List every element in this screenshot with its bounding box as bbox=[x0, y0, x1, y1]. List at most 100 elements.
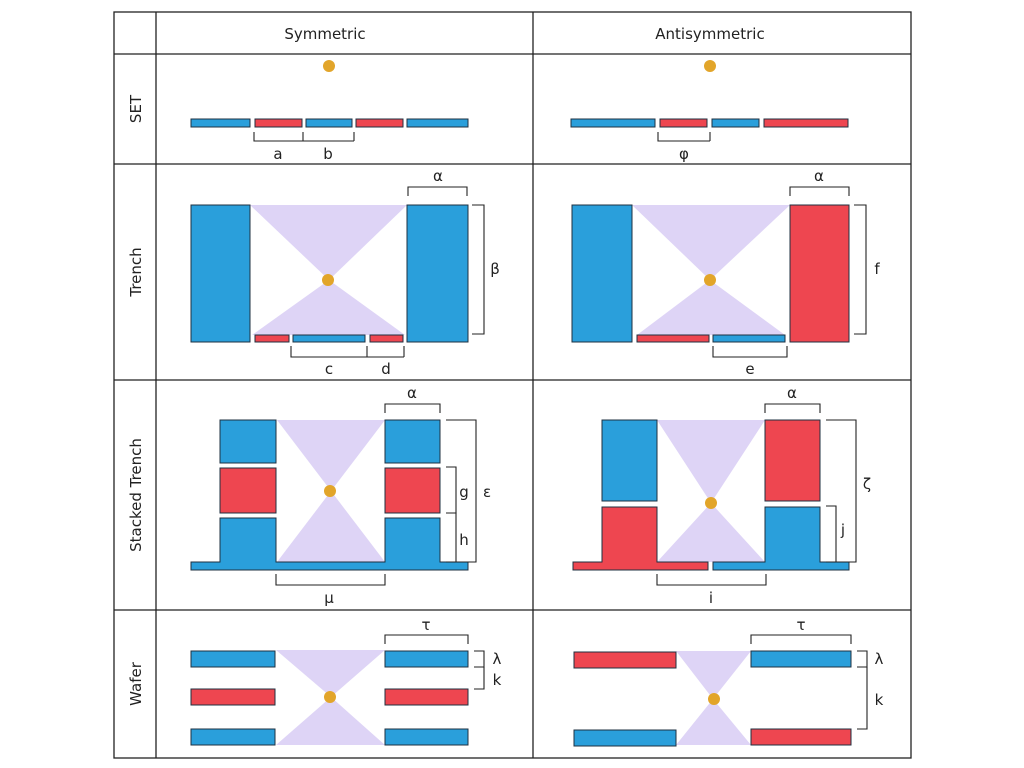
electrode-blue bbox=[384, 728, 469, 746]
dimension-label-a: a bbox=[273, 145, 282, 163]
field-region-upper bbox=[632, 205, 790, 280]
electrode-blue bbox=[573, 729, 677, 747]
electrode-blue bbox=[292, 334, 366, 343]
dimension-bracket-alpha bbox=[789, 186, 850, 196]
dimension-bracket-f bbox=[854, 204, 867, 335]
field-region-upper bbox=[250, 205, 407, 280]
dimension-bracket-alpha bbox=[407, 186, 468, 196]
stacked-trench-antisymmetric-cell: α ζ j i bbox=[572, 384, 871, 607]
dimension-label-e: e bbox=[745, 360, 754, 378]
dimension-bracket-h bbox=[446, 512, 457, 563]
electrode-red bbox=[763, 118, 849, 128]
dimension-label-lambda: λ bbox=[493, 650, 502, 668]
dimension-label-alpha: α bbox=[433, 167, 443, 185]
ion-dot bbox=[323, 60, 335, 72]
dimension-bracket-k bbox=[857, 667, 868, 730]
dimension-label-alpha: α bbox=[407, 384, 417, 402]
trench-antisymmetric-cell: α f e bbox=[571, 167, 880, 378]
dimension-label-beta: β bbox=[490, 260, 500, 278]
dimension-label-mu: μ bbox=[324, 589, 334, 607]
dimension-label-tau: τ bbox=[796, 616, 805, 634]
ion-dot bbox=[324, 485, 336, 497]
electrode-blue bbox=[711, 118, 760, 128]
row-label-set: SET bbox=[127, 94, 145, 123]
dimension-bracket-i bbox=[656, 574, 767, 586]
dimension-bracket-k bbox=[474, 667, 485, 690]
electrode-blue bbox=[406, 118, 469, 128]
electrode-blue bbox=[570, 118, 656, 128]
electrode-red bbox=[254, 334, 290, 343]
electrode-red bbox=[764, 419, 821, 502]
table-grid bbox=[113, 11, 912, 759]
electrode-red bbox=[355, 118, 404, 128]
ion-dot bbox=[705, 497, 717, 509]
electrode-blue bbox=[190, 728, 276, 746]
dimension-bracket-beta bbox=[472, 204, 485, 335]
ion-dot bbox=[704, 274, 716, 286]
dimension-label-alpha: α bbox=[814, 167, 824, 185]
set-symmetric-cell: a b bbox=[190, 60, 469, 163]
field-region-lower bbox=[252, 280, 405, 335]
column-header-antisymmetric: Antisymmetric bbox=[655, 25, 764, 43]
dimension-bracket-g bbox=[446, 466, 457, 514]
dimension-bracket-e bbox=[712, 346, 788, 358]
wafer-symmetric-cell: τ λ k bbox=[190, 616, 502, 746]
dimension-label-alpha: α bbox=[787, 384, 797, 402]
electrode-red bbox=[659, 118, 708, 128]
electrode-red bbox=[254, 118, 303, 128]
dimension-label-f: f bbox=[874, 260, 880, 278]
electrode-blue-base bbox=[190, 517, 469, 571]
field-region-lower bbox=[657, 503, 765, 562]
row-label-trench: Trench bbox=[127, 247, 145, 297]
dimension-bracket-phi bbox=[657, 132, 711, 142]
dimension-bracket-c bbox=[290, 346, 368, 358]
electrode-red bbox=[219, 467, 277, 514]
wafer-antisymmetric-cell: τ λ k bbox=[573, 616, 884, 747]
trench-symmetric-cell: α β c d bbox=[190, 167, 500, 378]
electrode-red bbox=[573, 651, 677, 669]
electrode-blue bbox=[190, 650, 276, 668]
electrode-blue bbox=[384, 650, 469, 668]
dimension-label-lambda: λ bbox=[875, 650, 884, 668]
electrode-blue bbox=[219, 419, 277, 464]
dimension-label-k: k bbox=[493, 671, 502, 689]
electrode-blue bbox=[601, 419, 658, 502]
ion-dot bbox=[708, 693, 720, 705]
dimension-bracket-alpha bbox=[384, 403, 441, 413]
electrode-blue bbox=[305, 118, 353, 128]
field-region-upper bbox=[657, 420, 765, 503]
electrode-red-base bbox=[572, 506, 709, 571]
dimension-label-d: d bbox=[381, 360, 391, 378]
dimension-label-i: i bbox=[709, 589, 713, 607]
dimension-label-phi: φ bbox=[679, 145, 689, 163]
row-label-wafer: Wafer bbox=[127, 661, 145, 706]
electrode-red bbox=[789, 204, 850, 343]
dimension-bracket-zeta bbox=[826, 419, 857, 563]
row-label-stacked-trench: Stacked Trench bbox=[127, 438, 145, 552]
electrode-blue bbox=[190, 204, 251, 343]
ion-dot bbox=[322, 274, 334, 286]
electrode-red bbox=[750, 728, 852, 746]
set-antisymmetric-cell: φ bbox=[570, 60, 849, 163]
electrode-red bbox=[369, 334, 404, 343]
dimension-label-zeta: ζ bbox=[863, 475, 871, 493]
dimension-bracket-lambda bbox=[474, 650, 485, 668]
dimension-bracket-mu bbox=[275, 574, 386, 586]
dimension-label-g: g bbox=[459, 483, 469, 501]
field-region-upper bbox=[276, 650, 385, 697]
electrode-blue bbox=[406, 204, 469, 343]
dimension-label-c: c bbox=[325, 360, 333, 378]
dimension-bracket-alpha bbox=[764, 403, 821, 413]
electrode-red bbox=[384, 467, 441, 514]
field-region-lower bbox=[676, 699, 751, 745]
dimension-label-h: h bbox=[459, 531, 469, 549]
dimension-bracket-d bbox=[367, 346, 405, 358]
stacked-trench-symmetric-cell: α g h ε μ bbox=[190, 384, 491, 607]
dimension-bracket-a bbox=[253, 132, 304, 142]
field-region-upper bbox=[277, 420, 385, 491]
column-header-symmetric: Symmetric bbox=[284, 25, 365, 43]
ion-dot bbox=[704, 60, 716, 72]
dimension-label-tau: τ bbox=[421, 616, 430, 634]
electrode-blue-base bbox=[712, 506, 850, 571]
